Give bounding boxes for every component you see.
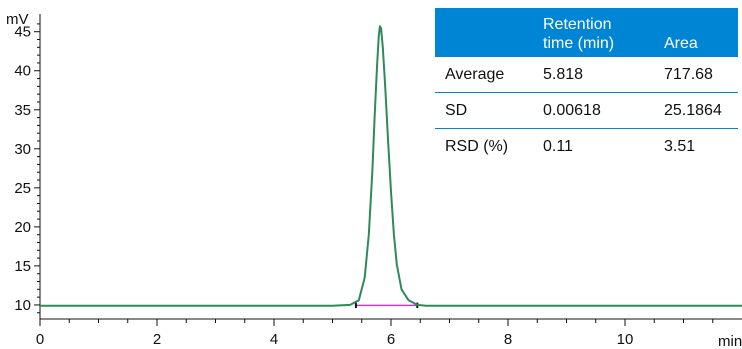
table-cell: SD (435, 92, 533, 129)
y-axis-unit: mV (6, 11, 29, 28)
table-row: Average 5.818 717.68 (435, 57, 738, 93)
y-tick-label: 15 (14, 258, 31, 275)
table-cell: 717.68 (654, 57, 738, 93)
table-header-area: Area (654, 8, 738, 57)
table-cell: 0.11 (543, 137, 573, 155)
table-cell: RSD (%) (445, 137, 509, 155)
y-tick-label: 30 (14, 141, 31, 158)
x-tick-label: 6 (387, 331, 395, 348)
y-tick-label: 40 (14, 63, 31, 80)
statistics-table: Retention time (min) Area Average 5.818 … (435, 8, 738, 164)
x-tick-label: 0 (36, 331, 44, 348)
x-axis-ticks: 0 2 4 6 8 10 (36, 319, 714, 348)
series-line (40, 25, 742, 307)
table-row: RSD (%) 0.11 3.51 (435, 129, 738, 165)
y-tick-label: 10 (14, 297, 31, 314)
table-header-row: Retention time (min) Area (435, 8, 738, 57)
y-axis-ticks: 10 15 20 25 30 35 40 45 (14, 23, 40, 314)
table-cell: Average (435, 57, 533, 93)
table-header-retention-time: Retention time (min) (533, 8, 654, 57)
y-tick-label: 45 (14, 24, 31, 41)
x-tick-label: 4 (270, 331, 278, 348)
table-header-empty (435, 8, 533, 57)
series-layer (40, 25, 742, 309)
table-cell: 0.00618 (533, 92, 654, 129)
y-tick-label: 20 (14, 219, 31, 236)
x-axis-unit: min (718, 333, 742, 349)
table-row: SD 0.00618 25.1864 (435, 92, 738, 129)
table-cell: 5.818 (533, 57, 654, 93)
x-tick-label: 10 (617, 331, 634, 348)
table-cell: 3.51 (664, 137, 696, 155)
table-cell: 25.1864 (654, 92, 738, 129)
y-tick-label: 35 (14, 102, 31, 119)
y-tick-label: 25 (14, 180, 31, 197)
x-tick-label: 8 (504, 331, 512, 348)
x-tick-label: 2 (153, 331, 161, 348)
